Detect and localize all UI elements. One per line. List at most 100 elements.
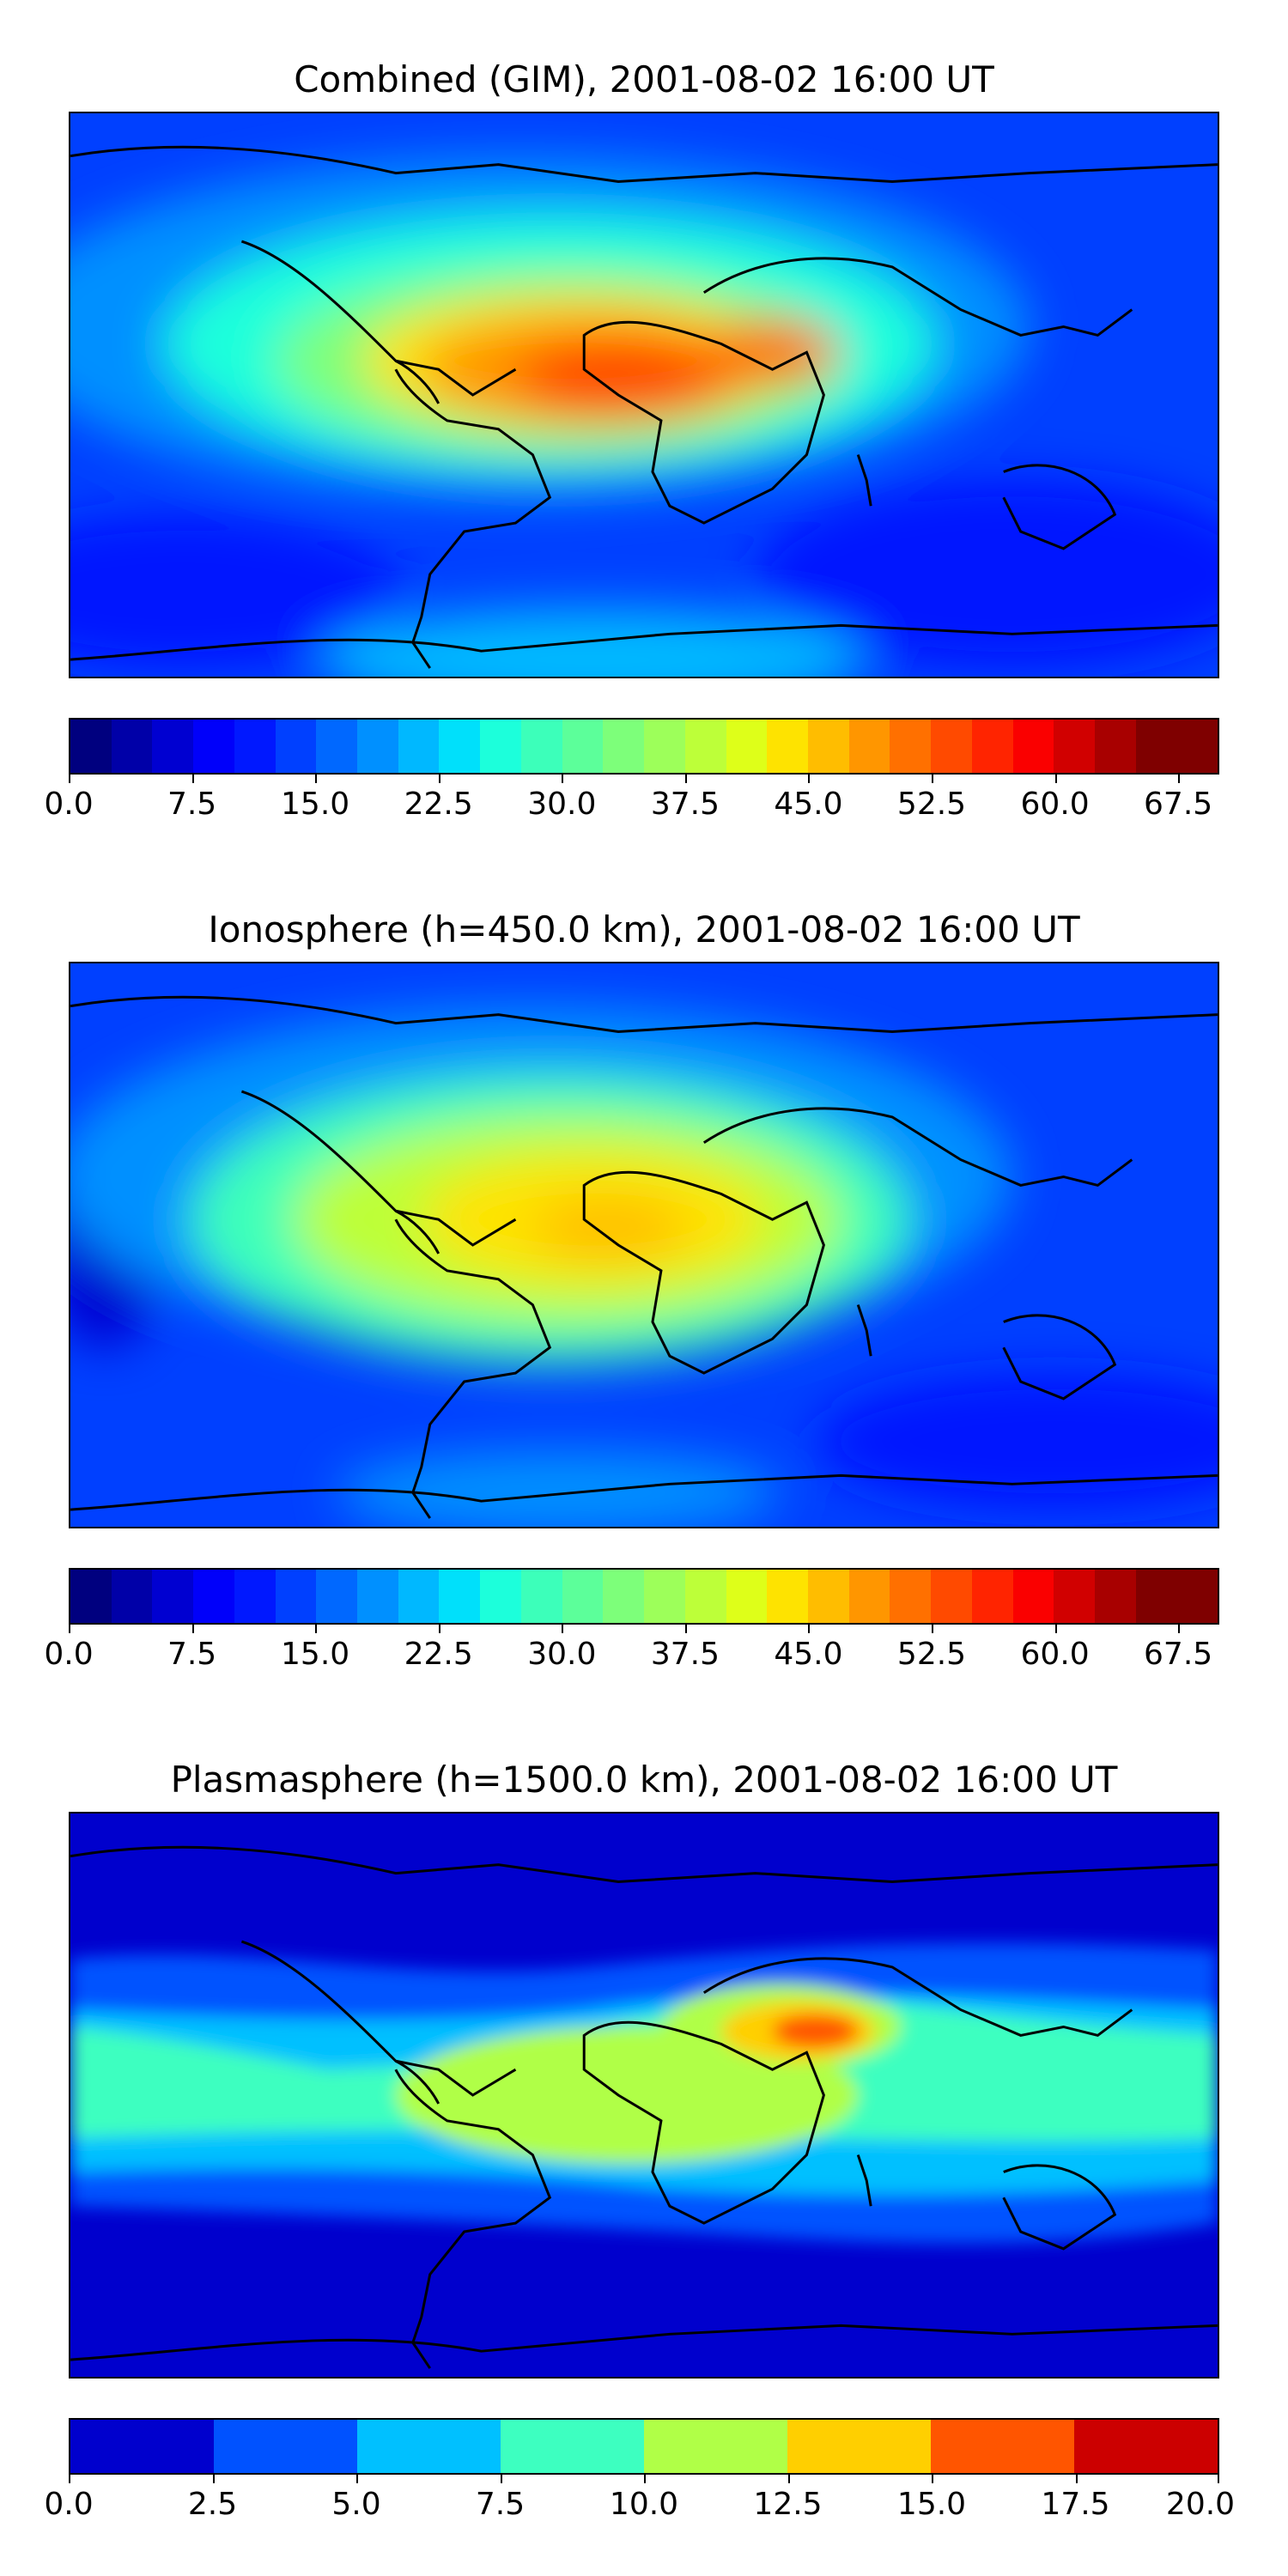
colorbar-swatch	[152, 1570, 194, 1623]
colorbar-swatch	[316, 720, 358, 773]
colorbar-swatch	[603, 720, 645, 773]
colorbar-swatch	[890, 1570, 932, 1623]
tick	[438, 775, 440, 783]
colorbar-swatch	[111, 1570, 153, 1623]
tick	[932, 2475, 933, 2483]
colorbar-plasmasphere	[69, 2418, 1219, 2475]
map-plasmasphere	[69, 1812, 1219, 2379]
colorbar-swatch	[767, 1570, 808, 1623]
colorbar-swatch	[931, 720, 972, 773]
tick	[69, 2475, 70, 2483]
colorbar-swatch	[193, 720, 234, 773]
colorbar-swatch	[603, 1570, 645, 1623]
colorbar-swatch	[726, 720, 768, 773]
tick-label: 10.0	[609, 2487, 679, 2522]
tick-label: 5.0	[331, 2487, 381, 2522]
tick	[1218, 2475, 1219, 2483]
colorbar-swatch	[1135, 720, 1177, 773]
colorbar-swatch	[644, 1570, 685, 1623]
colorbar-swatch	[520, 720, 562, 773]
tick-label: 67.5	[1144, 787, 1213, 822]
tick-label: 15.0	[896, 2487, 967, 2522]
tick	[438, 1625, 440, 1633]
colorbar-swatch	[931, 1570, 972, 1623]
colorbar-swatch	[214, 2420, 357, 2473]
tick-label: 52.5	[896, 1637, 967, 1672]
colorbar-swatch	[1054, 720, 1095, 773]
tick	[212, 2475, 215, 2483]
colorbar-swatch	[480, 1570, 521, 1623]
map-ionosphere	[69, 962, 1219, 1528]
colorbar-swatch	[931, 2420, 1074, 2473]
colorbar-swatch	[275, 1570, 317, 1623]
tick-label: 22.5	[404, 1637, 473, 1672]
tick-label: 12.5	[753, 2487, 823, 2522]
colorbar-ionosphere	[69, 1568, 1219, 1625]
colorbar-ticks-ionosphere: 0.0 7.5 15.0 22.5 30.0 37.5 45.0 52.5 60…	[44, 1625, 1219, 1676]
tick-label: 60.0	[1020, 1637, 1090, 1672]
tick-label: 60.0	[1020, 787, 1090, 822]
colorbar-swatch	[971, 720, 1013, 773]
colorbar-swatch	[1176, 1570, 1218, 1623]
colorbar-swatch	[684, 720, 726, 773]
tick	[500, 2475, 502, 2483]
tick	[69, 1625, 70, 1633]
panel-title: Ionosphere (h=450.0 km), 2001-08-02 16:0…	[208, 908, 1080, 951]
colorbar-swatch	[70, 2420, 214, 2473]
colorbar-swatch	[807, 720, 849, 773]
colorbar-swatch	[357, 1570, 398, 1623]
tick-label: 67.5	[1144, 1637, 1213, 1672]
tick	[69, 775, 70, 783]
tick-label: 0.0	[44, 2487, 94, 2522]
tick-label: 22.5	[404, 787, 473, 822]
colorbar-swatch	[562, 1570, 604, 1623]
tick	[684, 775, 687, 783]
colorbar-swatch	[787, 2420, 931, 2473]
colorbar-swatch	[501, 2420, 644, 2473]
colorbar-swatch	[644, 2420, 787, 2473]
colorbar-swatch	[520, 1570, 562, 1623]
tick	[356, 2475, 358, 2483]
tick	[1178, 775, 1181, 783]
tick-label: 45.0	[774, 1637, 843, 1672]
colorbar-swatch	[971, 1570, 1013, 1623]
colorbar-swatch	[684, 1570, 726, 1623]
colorbar-swatch	[1012, 720, 1054, 773]
tick-label: 2.5	[187, 2487, 238, 2522]
colorbar-swatch	[152, 720, 194, 773]
colorbar-swatch	[890, 720, 932, 773]
colorbar-swatch	[767, 720, 808, 773]
map-combined	[69, 112, 1219, 678]
tick	[1075, 2475, 1078, 2483]
colorbar-swatch	[439, 720, 481, 773]
tick-label: 20.0	[1165, 2487, 1236, 2522]
tick-label: 7.5	[167, 787, 217, 822]
tick-label: 17.5	[1041, 2487, 1110, 2522]
tick-label: 30.0	[527, 1637, 597, 1672]
tick	[315, 775, 318, 783]
colorbar-combined	[69, 718, 1219, 775]
tick-label: 37.5	[650, 787, 720, 822]
colorbar-swatch	[1094, 720, 1136, 773]
colorbar-ticks-plasmasphere: 0.0 2.5 5.0 7.5 10.0 12.5 15.0 17.5 20.0	[44, 2475, 1235, 2526]
colorbar-swatch	[111, 720, 153, 773]
colorbar-swatch	[1054, 1570, 1095, 1623]
colorbar-swatch	[562, 720, 604, 773]
colorbar-swatch	[234, 720, 276, 773]
tick	[315, 1625, 318, 1633]
tick	[191, 775, 194, 783]
colorbar-swatch	[1135, 1570, 1177, 1623]
tick	[1054, 1625, 1057, 1633]
colorbar-swatch	[480, 720, 521, 773]
tick-label: 0.0	[44, 1637, 94, 1672]
colorbar-swatch	[1176, 720, 1218, 773]
tick	[562, 775, 564, 783]
colorbar-swatch	[357, 2420, 501, 2473]
colorbar-swatch	[193, 1570, 234, 1623]
tick-label: 30.0	[527, 787, 597, 822]
colorbar-swatch	[439, 1570, 481, 1623]
tick-label: 15.0	[281, 1637, 350, 1672]
colorbar-swatch	[644, 720, 685, 773]
tick-label: 0.0	[44, 787, 94, 822]
colorbar-swatch	[398, 1570, 440, 1623]
